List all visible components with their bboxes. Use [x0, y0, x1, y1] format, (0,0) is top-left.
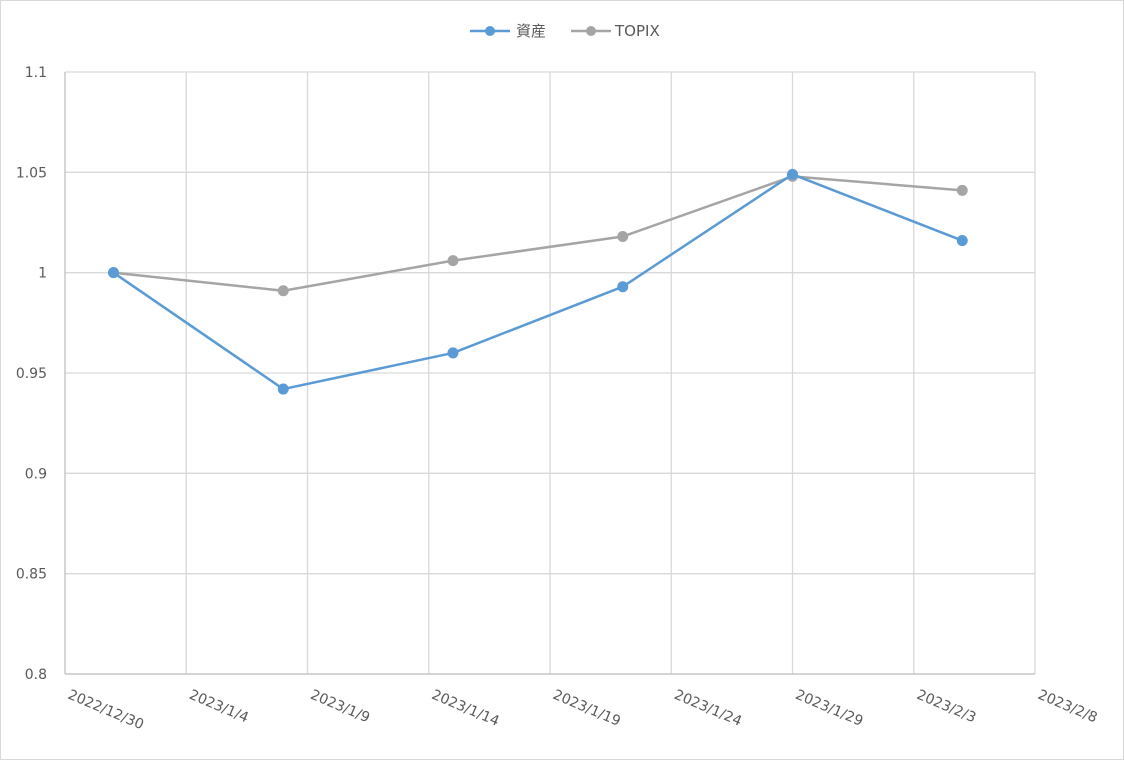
gridlines	[65, 71, 1036, 675]
data-point-series-0	[787, 168, 798, 180]
data-point-series-0	[956, 235, 968, 247]
series-line-0	[112, 173, 963, 391]
data-point-series-0	[277, 383, 289, 395]
y-tick-label: 1	[38, 266, 47, 282]
y-tick-label: 0.8	[25, 667, 47, 683]
legend-label-0: 資産	[516, 22, 546, 40]
legend: 資産 TOPIX	[470, 22, 660, 40]
data-point-series-1	[277, 285, 289, 297]
legend-marker-0	[485, 26, 495, 36]
data-point-series-0	[108, 267, 119, 279]
y-tick-label: 0.9	[25, 466, 47, 482]
data-point-series-1	[617, 231, 629, 243]
legend-marker-1	[586, 26, 596, 36]
y-tick-label: 1.05	[16, 165, 47, 181]
y-tick-label: 0.95	[16, 366, 47, 382]
y-tick-label: 0.85	[16, 567, 47, 583]
data-point-series-1	[447, 255, 459, 267]
series-line-1	[113, 175, 963, 292]
series	[108, 168, 968, 395]
y-tick-label: 1.1	[25, 65, 47, 81]
legend-label-1: TOPIX	[614, 22, 660, 40]
data-point-series-1	[956, 184, 968, 196]
data-point-series-0	[447, 347, 459, 359]
data-point-series-0	[617, 281, 629, 293]
